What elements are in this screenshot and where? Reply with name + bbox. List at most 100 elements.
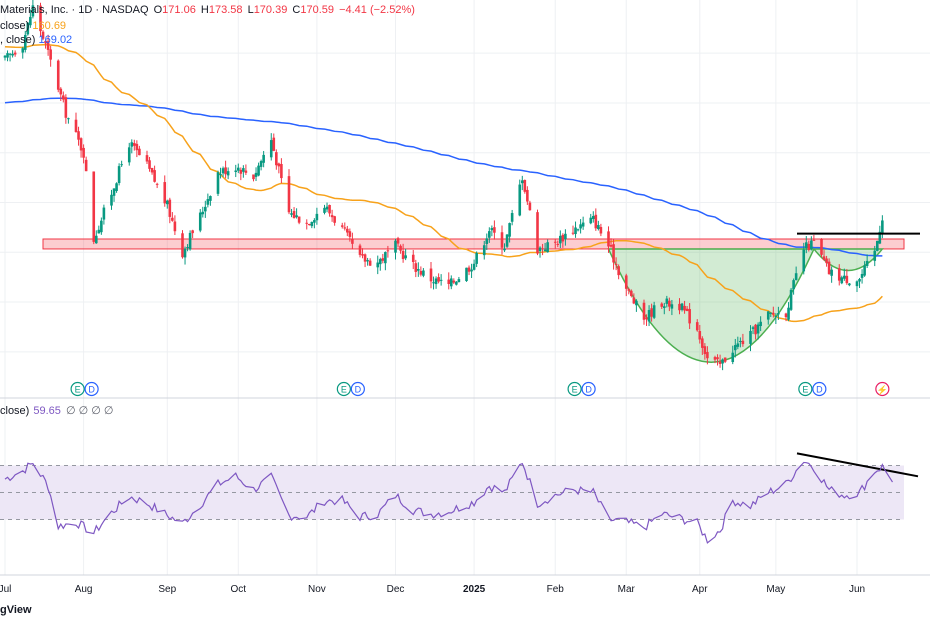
- candle-body: [277, 163, 281, 167]
- candle-body: [559, 235, 562, 244]
- candle-body: [437, 277, 440, 282]
- candle-body: [503, 248, 506, 251]
- candle-body: [820, 238, 823, 255]
- candle-body: [386, 250, 390, 252]
- x-tick-label: Oct: [231, 584, 247, 595]
- close-value: 170.59: [300, 4, 335, 16]
- candle-body: [74, 119, 78, 132]
- open-label: O: [153, 4, 163, 16]
- earnings-icon: E: [567, 381, 582, 397]
- candle-body: [447, 279, 451, 285]
- ma-fast-value: 160.69: [32, 20, 67, 32]
- candle-body: [792, 280, 795, 290]
- candle-body: [538, 247, 542, 252]
- candle-body: [652, 305, 656, 318]
- ma-slow-label: , close): [0, 34, 36, 46]
- candle-body: [171, 217, 174, 221]
- candle-body: [181, 233, 184, 258]
- candle-body: [848, 283, 851, 286]
- candle-body: [292, 211, 296, 218]
- candle-body: [348, 231, 352, 237]
- candle-body: [188, 232, 192, 250]
- candle-body: [21, 48, 25, 53]
- candle-body: [467, 267, 471, 272]
- candle-body: [44, 40, 47, 44]
- svg-text:⚡: ⚡: [877, 384, 888, 396]
- candle-body: [201, 211, 205, 215]
- trend-lines: [796, 232, 920, 478]
- candle-body: [82, 147, 85, 158]
- candle-body: [804, 242, 808, 249]
- earnings-label: E: [341, 385, 347, 395]
- candle-body: [234, 170, 238, 172]
- candle-body: [133, 143, 136, 146]
- candle-body: [77, 131, 80, 140]
- ma-fast-label: close): [0, 20, 30, 32]
- candle-body: [802, 249, 806, 272]
- grid-lines: [0, 0, 930, 576]
- candle-body: [553, 241, 557, 243]
- candle-body: [881, 220, 884, 234]
- high-value: 173.58: [208, 4, 243, 16]
- dividend-label: D: [88, 385, 95, 395]
- dividend-label: D: [355, 385, 362, 395]
- candle-body: [221, 168, 225, 174]
- candle-body: [399, 245, 402, 251]
- dividend-icon: D: [84, 381, 99, 397]
- candle-body: [858, 279, 861, 282]
- dividend-icon: D: [812, 381, 827, 397]
- candle-body: [168, 199, 172, 217]
- candle-body: [204, 206, 207, 212]
- candle-body: [62, 95, 65, 100]
- candle-body: [612, 244, 615, 263]
- candle-body: [8, 53, 12, 55]
- high-label: H: [200, 4, 209, 16]
- candle-body: [49, 49, 52, 60]
- candle-body: [810, 240, 813, 250]
- candle-body: [670, 304, 674, 309]
- candle-body: [505, 234, 509, 247]
- candle-body: [297, 216, 301, 223]
- candle-body: [378, 259, 382, 265]
- candle-body: [794, 273, 798, 281]
- candle-body: [647, 310, 651, 322]
- candle-body: [328, 205, 331, 214]
- rsi-line: [4, 461, 894, 544]
- candle-body: [272, 137, 276, 151]
- earnings-icon: E: [70, 381, 85, 397]
- candle-body: [11, 53, 14, 56]
- candle-body: [290, 213, 293, 215]
- candle-body: [287, 176, 291, 213]
- candle-body: [206, 199, 210, 205]
- candle-body: [323, 207, 326, 213]
- candle-body: [825, 258, 828, 264]
- candle-body: [789, 289, 793, 310]
- candle-body: [39, 5, 42, 32]
- candle-body: [688, 309, 691, 324]
- candle-body: [520, 180, 524, 184]
- candle-body: [198, 212, 202, 231]
- candle-body: [46, 41, 50, 50]
- candle-body: [79, 138, 83, 151]
- candle-body: [845, 275, 849, 284]
- candle-body: [64, 97, 68, 118]
- x-tick-label: Jun: [849, 584, 865, 595]
- rsi-legend: close) 59.65 ∅ ∅ ∅ ∅: [0, 404, 113, 417]
- candle-body: [650, 308, 653, 317]
- event-markers: E D E D E D E D ⚡: [70, 381, 890, 397]
- candle-body: [100, 220, 103, 233]
- candle-body: [351, 239, 354, 244]
- candle-body: [102, 207, 106, 220]
- candle-body: [546, 242, 549, 253]
- candle-body: [865, 260, 869, 266]
- candle-body: [576, 229, 580, 231]
- candle-body: [120, 164, 123, 166]
- candle-body: [678, 303, 681, 311]
- close-label: C: [292, 4, 301, 16]
- candle-body: [155, 183, 159, 185]
- candle-body: [475, 252, 478, 264]
- candle-body: [226, 171, 230, 176]
- candle-body: [13, 52, 17, 55]
- candle-body: [812, 239, 816, 241]
